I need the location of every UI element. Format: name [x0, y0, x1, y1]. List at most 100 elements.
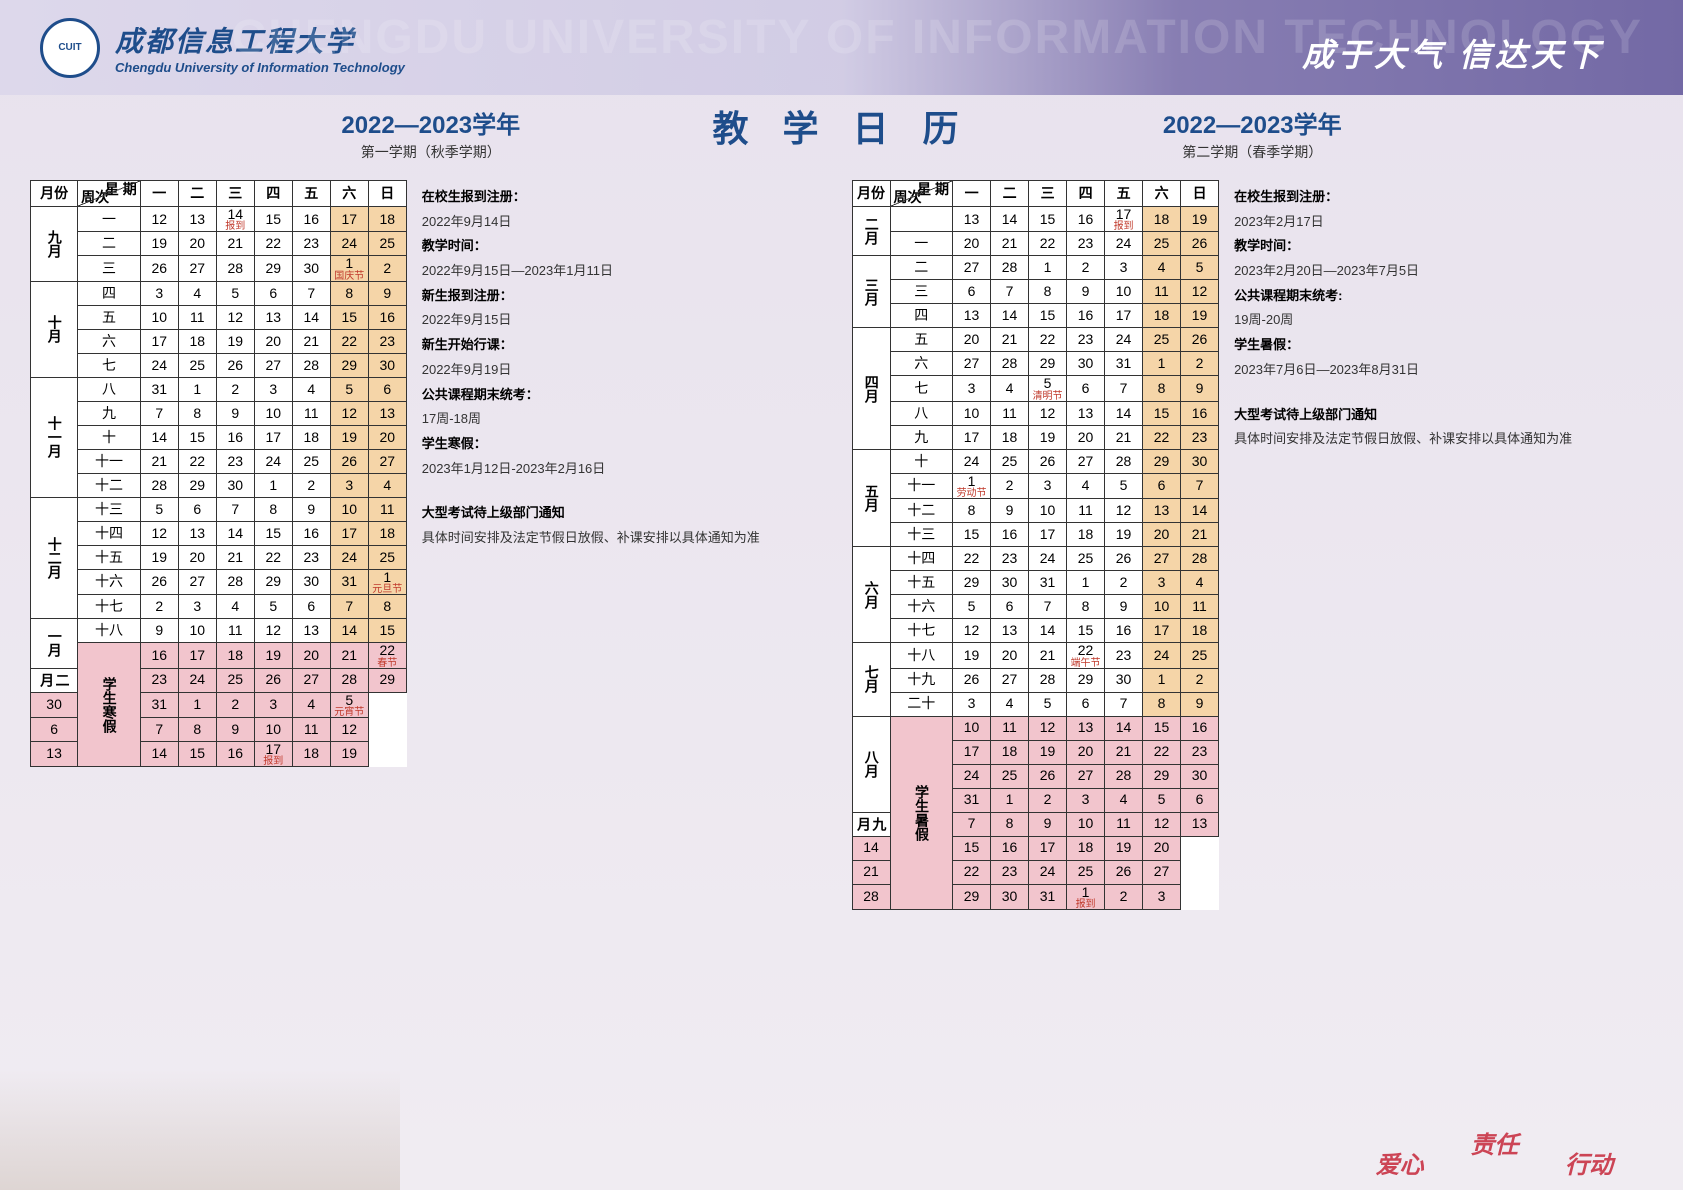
- day-cell: 10: [254, 717, 292, 741]
- day-cell: 12: [216, 305, 254, 329]
- day-cell: 11: [1143, 280, 1181, 304]
- day-cell: 22: [1143, 425, 1181, 449]
- day-cell: 7: [1105, 692, 1143, 716]
- day-cell: 16: [1181, 401, 1219, 425]
- day-cell: 14: [216, 521, 254, 545]
- day-cell: 28: [140, 473, 178, 497]
- day-cell: 18: [178, 329, 216, 353]
- day-cell: 1: [254, 473, 292, 497]
- day-cell: 9: [216, 717, 254, 741]
- day-cell: 19: [216, 329, 254, 353]
- day-cell: 17: [1029, 836, 1067, 860]
- week-number: 二: [890, 256, 953, 280]
- day-cell: 18: [991, 740, 1029, 764]
- day-cell: 12: [1029, 401, 1067, 425]
- day-cell: 25: [178, 353, 216, 377]
- col-month-header: 月份: [852, 181, 890, 207]
- month-cell: 八月: [852, 716, 890, 812]
- day-cell: 3: [1067, 788, 1105, 812]
- day-cell: 28: [1029, 668, 1067, 692]
- day-cell: 30: [216, 473, 254, 497]
- day-cell: 5: [216, 281, 254, 305]
- weekday-header: 二: [991, 181, 1029, 207]
- day-cell: 29: [178, 473, 216, 497]
- day-cell: 16: [1067, 207, 1105, 232]
- day-cell: 15: [254, 207, 292, 232]
- day-cell: 7: [292, 281, 330, 305]
- day-cell: 19: [1029, 740, 1067, 764]
- day-cell: 8: [330, 281, 368, 305]
- week-number: 十一: [78, 449, 141, 473]
- week-number: 七: [78, 353, 141, 377]
- week-number: 十五: [78, 545, 141, 569]
- day-cell: 20: [1067, 425, 1105, 449]
- day-cell: 19: [140, 232, 178, 256]
- day-cell: 21: [852, 860, 890, 884]
- day-cell: 4: [216, 595, 254, 619]
- day-cell: 21: [216, 232, 254, 256]
- day-cell: 7: [330, 595, 368, 619]
- day-cell: 27: [368, 449, 406, 473]
- day-cell: 23: [1181, 425, 1219, 449]
- day-cell: 17: [1143, 619, 1181, 643]
- day-cell: 9: [1029, 812, 1067, 836]
- day-cell: 8: [368, 595, 406, 619]
- day-cell: 20: [1143, 523, 1181, 547]
- month-cell: 二月: [31, 668, 78, 692]
- day-cell: 27: [1067, 764, 1105, 788]
- day-cell: 11: [991, 401, 1029, 425]
- week-number: 十: [78, 425, 141, 449]
- day-cell: 28: [991, 256, 1029, 280]
- day-cell: 12: [330, 401, 368, 425]
- day-cell: 26: [1029, 449, 1067, 473]
- day-cell: 2: [1181, 668, 1219, 692]
- day-cell: 11: [368, 497, 406, 521]
- day-cell: 3: [1143, 571, 1181, 595]
- day-cell: 7: [140, 401, 178, 425]
- day-cell: 15: [1143, 401, 1181, 425]
- day-cell: 30: [991, 884, 1029, 909]
- day-cell: 30: [1181, 449, 1219, 473]
- day-cell: 16: [991, 523, 1029, 547]
- day-cell: 9: [1067, 280, 1105, 304]
- week-number: 一: [890, 232, 953, 256]
- month-cell: 九月: [31, 207, 78, 282]
- day-cell: 30: [292, 256, 330, 281]
- day-cell: 23: [991, 860, 1029, 884]
- weekday-header: 一: [953, 181, 991, 207]
- day-cell: 9: [368, 281, 406, 305]
- week-number: 十二: [890, 499, 953, 523]
- day-cell: 1: [1029, 256, 1067, 280]
- day-cell: 27: [1143, 860, 1181, 884]
- day-cell: 1: [178, 377, 216, 401]
- day-cell: 21: [216, 545, 254, 569]
- week-number: 三: [78, 256, 141, 281]
- day-cell: 18: [1067, 523, 1105, 547]
- day-cell: 3: [1143, 884, 1181, 909]
- day-cell: 31: [953, 788, 991, 812]
- day-cell: 13: [1143, 499, 1181, 523]
- day-cell: 11: [292, 401, 330, 425]
- weekday-header: 五: [292, 181, 330, 207]
- day-cell: 26: [140, 569, 178, 594]
- month-cell: 七月: [852, 643, 890, 716]
- day-cell: 14: [991, 304, 1029, 328]
- day-cell: 12: [140, 207, 178, 232]
- day-cell: 15: [953, 836, 991, 860]
- day-cell: 19: [330, 741, 368, 766]
- weekday-header: 四: [1067, 181, 1105, 207]
- day-cell: 12: [254, 619, 292, 643]
- day-cell: 7: [1105, 376, 1143, 401]
- day-cell: 18: [292, 741, 330, 766]
- day-cell: 13: [368, 401, 406, 425]
- day-cell: 20: [953, 328, 991, 352]
- day-cell: 22春节: [368, 643, 406, 668]
- day-cell: 20: [1067, 740, 1105, 764]
- day-cell: 4: [1143, 256, 1181, 280]
- day-cell: 7: [991, 280, 1029, 304]
- day-cell: 21: [1105, 425, 1143, 449]
- weekday-header: 日: [1181, 181, 1219, 207]
- day-cell: 9: [140, 619, 178, 643]
- day-cell: 17: [953, 740, 991, 764]
- day-cell: 29: [1143, 764, 1181, 788]
